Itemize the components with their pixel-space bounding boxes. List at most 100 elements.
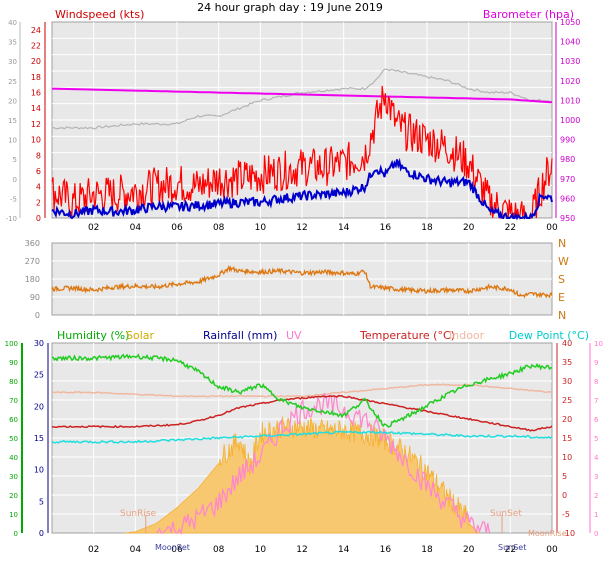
rain-tick-0: 30 xyxy=(34,339,44,348)
rain-tick-4: 10 xyxy=(34,466,44,475)
wind-tick-12: 0 xyxy=(36,214,41,223)
x-tick-p3-2: 06 xyxy=(171,545,183,555)
moonset-label: MoonSet xyxy=(155,543,190,552)
series-dewpoint xyxy=(51,430,553,444)
uv-tick-5: 5 xyxy=(594,435,598,443)
x-tick-p1-10: 22 xyxy=(505,223,516,233)
dir-tick-3: 90 xyxy=(30,293,40,302)
uv-tick-4: 6 xyxy=(594,416,599,424)
x-tick-p3-0: 02 xyxy=(88,545,99,555)
temp-tick-0: 40 xyxy=(562,339,572,348)
hum-tick-4: 60 xyxy=(9,416,18,424)
temp-tick-9: -5 xyxy=(562,510,570,519)
wind-tick-8: 8 xyxy=(36,151,41,160)
rainfall-label: Rainfall (mm) xyxy=(203,329,277,342)
wind-tick-1: 22 xyxy=(31,42,41,51)
solar-label: Solar xyxy=(126,329,155,342)
series-wind-average xyxy=(51,157,553,221)
hum-tick-3: 70 xyxy=(9,397,18,405)
dir-tick-0: 360 xyxy=(25,239,40,248)
dir-tick-4: 0 xyxy=(35,311,40,320)
uv-tick-6: 4 xyxy=(594,454,599,462)
outer-tick-10: -10 xyxy=(6,215,17,223)
x-tick-p3-7: 16 xyxy=(380,545,392,555)
temp-tick-3: 25 xyxy=(562,396,572,405)
uv-tick-10: 0 xyxy=(594,530,598,538)
x-tick-p3-8: 18 xyxy=(421,545,433,555)
x-tick-p1-3: 08 xyxy=(213,223,225,233)
outer-tick-4: 20 xyxy=(8,97,17,105)
compass-3: E xyxy=(558,291,565,304)
baro-tick-4: 1010 xyxy=(560,96,580,105)
x-tick-p1-8: 18 xyxy=(421,223,433,233)
uv-tick-2: 8 xyxy=(594,378,598,386)
baro-tick-5: 1000 xyxy=(560,116,580,125)
outer-tick-0: 40 xyxy=(8,19,17,27)
outer-tick-9: -5 xyxy=(10,195,17,203)
x-tick-p3-6: 14 xyxy=(338,545,350,555)
compass-2: S xyxy=(558,273,565,286)
moonrise-label: MoonRise xyxy=(528,529,567,538)
hum-tick-2: 80 xyxy=(9,378,18,386)
series-layer xyxy=(51,68,553,536)
rain-tick-5: 5 xyxy=(39,497,44,506)
indoor-label: Indoor xyxy=(449,329,485,342)
wind-tick-0: 24 xyxy=(31,26,41,35)
uv-tick-8: 2 xyxy=(594,492,598,500)
baro-tick-6: 990 xyxy=(560,136,575,145)
temp-tick-7: 5 xyxy=(562,472,567,481)
temp-tick-10: -10 xyxy=(562,529,575,538)
baro-tick-10: 950 xyxy=(560,214,575,223)
x-tick-p1-7: 16 xyxy=(380,223,392,233)
chart-title: 24 hour graph day : 19 June 2019 xyxy=(197,1,383,14)
wind-tick-6: 12 xyxy=(31,120,41,129)
hum-tick-7: 30 xyxy=(9,473,18,481)
rain-tick-3: 15 xyxy=(34,434,44,443)
dir-tick-2: 180 xyxy=(25,275,40,284)
hum-tick-9: 10 xyxy=(9,511,18,519)
series-indoor xyxy=(52,383,553,398)
rain-tick-2: 20 xyxy=(34,402,44,411)
hum-tick-10: 0 xyxy=(14,530,18,538)
series-wind-gust xyxy=(51,85,553,221)
x-tick-p3-10: 22 xyxy=(505,545,516,555)
baro-tick-9: 960 xyxy=(560,194,575,203)
wind-tick-10: 4 xyxy=(36,183,41,192)
wind-tick-9: 6 xyxy=(36,167,41,176)
x-tick-p1-1: 04 xyxy=(130,223,142,233)
baro-tick-7: 980 xyxy=(560,155,575,164)
baro-tick-2: 1030 xyxy=(560,57,580,66)
x-tick-p3-3: 08 xyxy=(213,545,225,555)
outer-tick-7: 5 xyxy=(13,156,17,164)
hum-tick-5: 50 xyxy=(9,435,18,443)
temperature-label: Temperature (°C) xyxy=(359,329,455,342)
baro-tick-1: 1040 xyxy=(560,38,580,47)
outer-tick-8: 0 xyxy=(13,176,17,184)
rain-tick-6: 0 xyxy=(39,529,44,538)
x-tick-p3-11: 00 xyxy=(546,545,558,555)
outer-tick-1: 35 xyxy=(8,39,17,47)
series-humidity xyxy=(51,353,553,428)
moonset-label-end: SunSet xyxy=(498,543,526,552)
x-tick-p1-6: 14 xyxy=(338,223,350,233)
temp-tick-6: 10 xyxy=(562,453,572,462)
wind-tick-2: 20 xyxy=(31,57,41,66)
temp-tick-5: 15 xyxy=(562,434,572,443)
axes-layer: 2422201816141210864204035302520151050-5-… xyxy=(5,18,603,555)
uv-tick-9: 1 xyxy=(594,511,598,519)
temp-tick-8: 0 xyxy=(562,491,567,500)
wind-tick-3: 18 xyxy=(31,73,41,82)
hum-tick-1: 90 xyxy=(9,359,18,367)
x-tick-p1-11: 00 xyxy=(546,223,558,233)
barometer-axis-label: Barometer (hpa) xyxy=(483,8,574,21)
compass-4: N xyxy=(558,309,566,322)
outer-tick-6: 10 xyxy=(8,137,17,145)
baro-tick-3: 1020 xyxy=(560,77,580,86)
uv-label: UV xyxy=(286,329,302,342)
wind-tick-5: 14 xyxy=(31,104,41,113)
sunset-label: SunSet xyxy=(490,509,522,519)
x-tick-p3-1: 04 xyxy=(130,545,142,555)
uv-tick-0: 10 xyxy=(594,340,603,348)
uv-tick-1: 9 xyxy=(594,359,598,367)
